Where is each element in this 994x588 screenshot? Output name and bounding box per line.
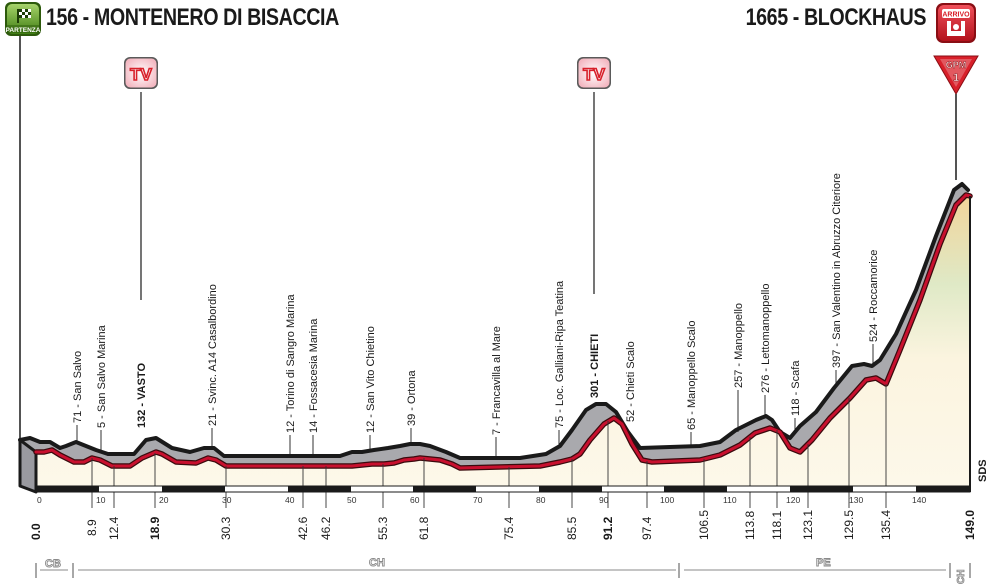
tv-icon: TV [130,65,152,84]
km-label: 18.9 [148,516,162,540]
profile-ridge [20,184,970,492]
tick-label: 80 [536,495,546,505]
place-label: 7 - Francavilla al Mare [491,326,503,435]
tick-label: 30 [222,495,232,505]
profile-road [34,193,972,470]
gpm-label: GPM [946,60,967,70]
gpm-category: 1 [953,72,959,84]
arrivo-label: ARRIVO [942,12,970,19]
km-label: 118.1 [770,511,784,540]
km-tick-labels: 0 10 20 30 40 50 60 70 80 90 100 110 120… [37,495,926,505]
arrivo-badge: ARRIVO [936,3,976,43]
waypoint-km-labels: 0.0 8.9 12.4 18.9 30.3 42.6 46.2 55.3 61… [29,510,977,540]
tick-label: 110 [723,495,737,505]
km-label: 8.9 [85,519,99,536]
km-label: 61.8 [417,516,431,540]
place-label: 524 - Roccamorice [868,250,880,342]
partenza-label: PARTENZA [6,27,41,34]
province-label-ch: CH [369,557,385,569]
place-label: 21 - Svinc. A14 Casalbordino [207,284,219,426]
tick-label: 90 [599,495,609,505]
place-label: 71 - San Salvo [72,351,84,423]
km-label: 129.5 [842,510,856,540]
province-labels: CB CH PE CH [45,557,968,585]
place-label: 5 - San Salvo Marina [96,324,108,428]
km-label: 75.4 [502,516,516,540]
tv-badge-vasto: TV [124,57,158,89]
tick-label: 130 [849,495,863,505]
start-title: 156 - MONTENERO DI BISACCIA [46,4,339,31]
distance-axis [35,485,971,493]
km-label: 46.2 [319,516,333,540]
place-label-bold: 301 - CHIETI [589,334,601,398]
km-label: 0.0 [29,523,43,540]
tick-label: 140 [912,495,926,505]
place-label: 75 - Loc. Galliani-Ripa Teatina [554,280,566,428]
km-label: 55.3 [376,516,390,540]
place-leader-lines [76,344,874,458]
elevation-profile [18,182,973,494]
km-label: 30.3 [219,516,233,540]
finish-title: 1665 - BLOCKHAUS [745,4,927,31]
finish-arch-icon [947,21,965,36]
tick-label: 100 [660,495,674,505]
place-label: 52 - Chieti Scalo [625,341,637,422]
place-label: 257 - Manoppello [733,303,745,388]
province-label-pe: PE [816,557,831,569]
place-labels: 71 - San Salvo 5 - San Salvo Marina 132 … [72,173,880,435]
km-label: 12.4 [107,516,121,540]
checkered-flag-icon [17,9,31,23]
place-label: 276 - Lettomanoppello [760,284,772,393]
profile-fill [36,195,970,492]
tick-label: 10 [96,495,106,505]
km-label: 135.4 [879,510,893,540]
km-label: 113.8 [743,511,757,540]
province-label-cb: CB [45,558,61,570]
tick-label: 60 [410,495,420,505]
province-label-ch-end: CH [956,570,967,584]
sds-logo: SDS [977,459,989,482]
place-label: 39 - Ortona [406,369,418,426]
place-label-bold: 132 - VASTO [136,363,148,428]
place-label: 12 - San Vito Chietino [365,326,377,433]
tv-icon: TV [583,65,605,84]
km-label: 106.5 [697,510,711,540]
km-label: 123.1 [801,510,815,540]
place-label: 14 - Fossacesia Marina [308,318,320,433]
km-label: 149.0 [963,510,977,540]
place-label: 397 - San Valentino in Abruzzo Citeriore [831,173,843,368]
place-label: 118 - Scafa [790,360,802,416]
tick-label: 0 [37,495,42,505]
km-label: 97.4 [640,516,654,540]
tick-label: 120 [786,495,800,505]
km-label: 91.2 [601,516,615,540]
tick-label: 50 [347,495,357,505]
tick-label: 40 [285,495,295,505]
tick-label: 70 [473,495,483,505]
tick-label: 20 [159,495,169,505]
partenza-badge: PARTENZA [5,2,41,36]
profile-outline [18,182,970,460]
province-bar [35,563,971,578]
gpm-category-badge: GPM 1 [933,55,979,95]
tv-badge-chieti: TV [577,57,611,89]
place-label: 12 - Torino di Sangro Marina [285,294,297,433]
place-label: 65 - Manoppello Scalo [686,321,698,430]
km-label: 42.6 [296,516,310,540]
km-label: 85.5 [565,516,579,540]
